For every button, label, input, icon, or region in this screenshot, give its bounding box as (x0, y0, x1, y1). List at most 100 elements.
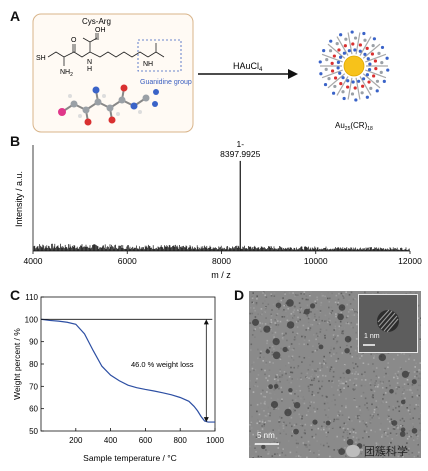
y-tick-label: 50 (29, 427, 38, 436)
nanoparticle (346, 438, 354, 446)
o-label: O (71, 37, 77, 44)
nanoparticle (337, 313, 344, 321)
ligand-atom (372, 74, 376, 78)
x-tick-label: 800 (174, 436, 188, 445)
ligand-atom (363, 38, 367, 42)
ligand-atom (333, 84, 337, 89)
molecule-name: Cys-Arg (82, 17, 111, 26)
ligand-atom (347, 49, 351, 53)
nanoparticle (411, 379, 417, 385)
nanoparticle (293, 428, 299, 435)
nanoparticle (286, 321, 295, 329)
ligand-arm (359, 76, 372, 96)
ligand-atom (344, 37, 348, 41)
ligand-arm (362, 73, 381, 89)
nanoparticle (270, 401, 279, 409)
x-tick-label: 10000 (304, 256, 328, 266)
nanoparticle (411, 428, 418, 434)
ligand-atom (342, 96, 346, 101)
ligand-atom (354, 98, 358, 102)
y-tick-label: 90 (29, 338, 38, 347)
nanoparticle (303, 308, 310, 315)
nanoparticle (391, 420, 398, 426)
ligand-atom (333, 76, 338, 80)
ligand-atom (368, 62, 372, 66)
nanoparticle (268, 384, 273, 390)
ligand-atom (350, 92, 355, 96)
nanoparticle (325, 420, 331, 426)
ligand-arm (365, 53, 387, 63)
weight-loss-curve (40, 318, 215, 423)
y-axis-label: Intensity / a.u. (14, 171, 24, 227)
nanoparticle (310, 303, 316, 309)
ligand-atom (351, 42, 355, 46)
nanoparticle (400, 399, 406, 405)
inset-scale-label: 1 nm (364, 333, 380, 340)
ligand-atom (339, 81, 343, 86)
ligand-arm (336, 76, 349, 96)
nanoparticle (399, 431, 406, 437)
nanoparticle (400, 427, 406, 432)
arrow-head-bottom (203, 417, 209, 423)
y-axis-label: Weight percent / % (12, 328, 22, 400)
nh2-label: NH2 (60, 69, 73, 78)
ligand-atom (371, 43, 375, 48)
ligand-atom (343, 44, 347, 48)
nanoparticle (275, 302, 282, 309)
watermark-text: 团簇科学 (364, 445, 408, 458)
ligand-atom (369, 86, 373, 90)
reaction-arrow (198, 69, 298, 79)
skeletal-structure (47, 33, 165, 66)
ligand-atom (360, 91, 364, 95)
ligand-atom (361, 84, 365, 88)
ligand-atom (380, 45, 385, 50)
nanoparticle (389, 389, 394, 394)
hrtem-inset: 1 nm (358, 294, 418, 353)
ligand-atom (374, 67, 378, 71)
ligand-atom (338, 71, 342, 75)
y-tick-label: 110 (25, 293, 38, 302)
molecule-box (32, 13, 194, 133)
ligand-atom (377, 51, 381, 55)
ligand-arm (327, 73, 346, 89)
tem-texture (249, 291, 421, 458)
nanoparticle (286, 299, 294, 307)
oh-label: OH (95, 27, 106, 34)
ligand-atom (337, 48, 341, 52)
ligand-arm (321, 53, 343, 63)
h-label: H (87, 66, 92, 73)
nanoparticle (378, 353, 386, 362)
panel-letter-d: D (234, 287, 245, 303)
n-label: N (87, 59, 92, 66)
ligand-atom (372, 37, 377, 41)
x-tick-label: 8000 (212, 256, 231, 266)
ligand-atom (327, 77, 331, 81)
y-tick-label: 80 (29, 360, 38, 369)
ligand-atom (336, 60, 341, 64)
hrtem-lattice (363, 309, 399, 346)
ligand-atom (362, 77, 366, 81)
ligand-atom (322, 49, 326, 53)
nanoparticle (273, 384, 279, 389)
ligand-arm (321, 69, 343, 79)
ligand-atom (330, 61, 334, 65)
x-tick-label: 600 (139, 436, 153, 445)
tem-image: 1 nm 5 nm (249, 291, 421, 458)
panel-a-scheme: Cys-Arg SH NH2 O OH N H NH Guanidine gro… (32, 13, 390, 133)
ligand-atom (380, 61, 384, 65)
guanidine-label: Guanidine group (140, 79, 192, 86)
main-scale-label: 5 nm (257, 431, 275, 440)
ligand-arm (336, 36, 349, 56)
sh-label: SH (36, 55, 46, 62)
nanoparticle (293, 402, 301, 409)
ligand-atom (363, 52, 367, 56)
ligand-atom (365, 73, 369, 77)
spectrum-noise (33, 243, 410, 251)
ligand-atom (385, 56, 389, 60)
guanidine-box (137, 39, 182, 72)
ligand-atom (330, 69, 335, 73)
ligand-atom (325, 58, 329, 62)
ligand-atom (386, 68, 390, 72)
mass-spectrum-chart: 4000 6000 8000 10000 12000 m / z Intensity /… (14, 139, 422, 280)
ligand-atom (332, 54, 336, 58)
